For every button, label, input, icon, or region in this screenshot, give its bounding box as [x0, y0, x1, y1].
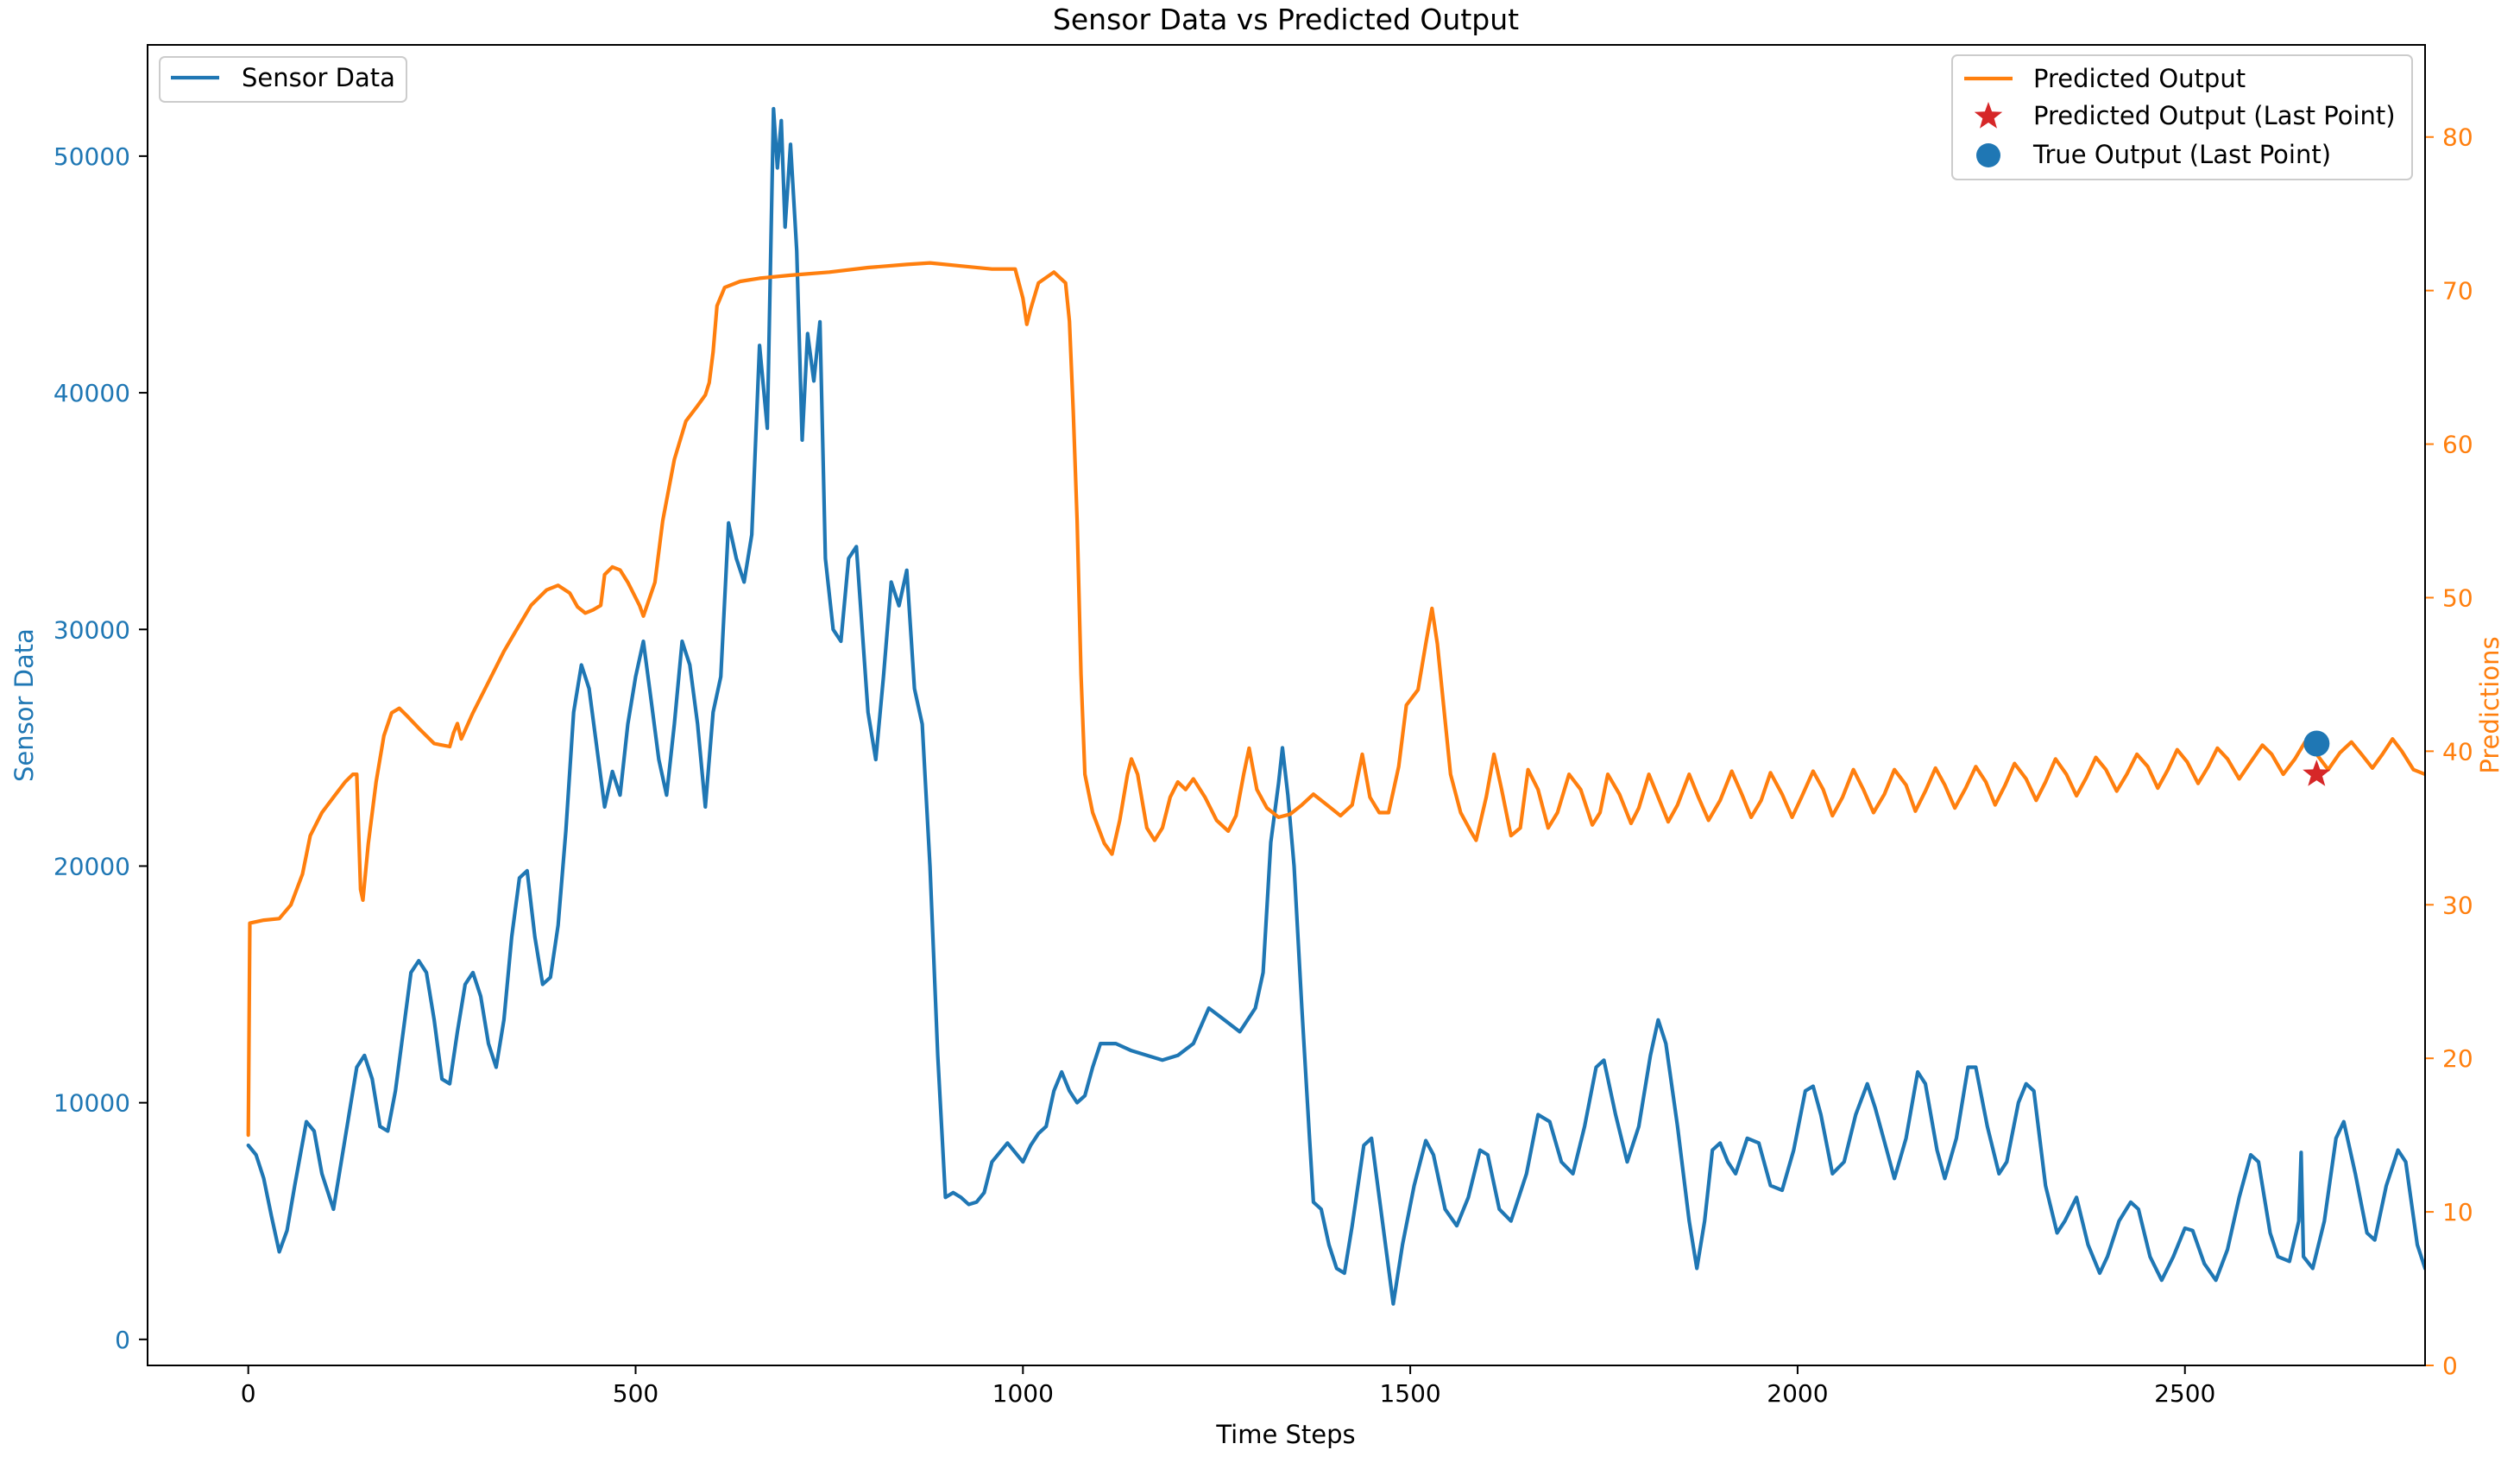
x-axis-ticks: 0 500 1000 1500 2000 2500: [241, 1365, 2215, 1408]
y-left-tick-label: 10000: [54, 1089, 130, 1118]
legend-left: Sensor Data: [159, 56, 407, 103]
y-right-tick-label: 0: [2442, 1352, 2458, 1380]
x-tick-label: 1500: [1379, 1379, 1440, 1408]
y-right-tick-label: 60: [2442, 431, 2473, 459]
y-left-axis-label: Sensor Data: [9, 628, 39, 782]
y-left-tick-label: 20000: [54, 852, 130, 880]
y-left-tick-label: 0: [115, 1326, 130, 1354]
y-right-tick-label: 20: [2442, 1044, 2473, 1073]
y-right-tick-label: 50: [2442, 583, 2473, 612]
chart-title: Sensor Data vs Predicted Output: [1053, 3, 1519, 36]
y-right-tick-label: 30: [2442, 891, 2473, 919]
legend-predicted-label: Predicted Output: [2033, 64, 2246, 93]
x-axis-label: Time Steps: [1215, 1420, 1355, 1449]
last-point-markers: [2303, 730, 2331, 786]
predicted-output-last-point: [2303, 760, 2331, 786]
y-right-tick-label: 40: [2442, 737, 2473, 766]
plot-frame: [147, 44, 2426, 1366]
x-tick-label: 0: [241, 1379, 256, 1408]
legend-circle-icon: [1976, 143, 2000, 167]
legend-right-frame: [1951, 54, 2413, 180]
legend-left-frame: [159, 56, 407, 103]
x-tick-label: 1000: [992, 1379, 1054, 1408]
y-right-tick-label: 10: [2442, 1198, 2473, 1226]
y-left-axis-ticks: 0 10000 20000 30000 40000 50000: [54, 142, 148, 1354]
predicted-output-line: [246, 261, 2425, 1138]
x-tick-label: 2000: [1767, 1379, 1828, 1408]
true-output-last-point: [2303, 730, 2330, 757]
y-left-tick-label: 50000: [54, 142, 130, 171]
y-right-axis-label: Predictions: [2475, 636, 2504, 773]
legend-sensor-label: Sensor Data: [242, 63, 395, 92]
legend-star-icon: [1974, 102, 2003, 129]
x-tick-label: 500: [613, 1379, 658, 1408]
y-left-tick-label: 30000: [54, 615, 130, 644]
x-tick-label: 2500: [2154, 1379, 2215, 1408]
legend-true-last-label: True Output (Last Point): [2032, 140, 2331, 169]
legend-predicted-last-label: Predicted Output (Last Point): [2033, 101, 2396, 130]
legend-right: Predicted Output Predicted Output (Last …: [1951, 54, 2413, 180]
y-right-axis-ticks: 0 10 20 30 40 50 60 70 80: [2425, 123, 2473, 1380]
y-right-tick-label: 80: [2442, 123, 2473, 152]
sensor-data-line: [246, 106, 2425, 1306]
y-left-tick-label: 40000: [54, 379, 130, 407]
y-right-tick-label: 70: [2442, 277, 2473, 306]
